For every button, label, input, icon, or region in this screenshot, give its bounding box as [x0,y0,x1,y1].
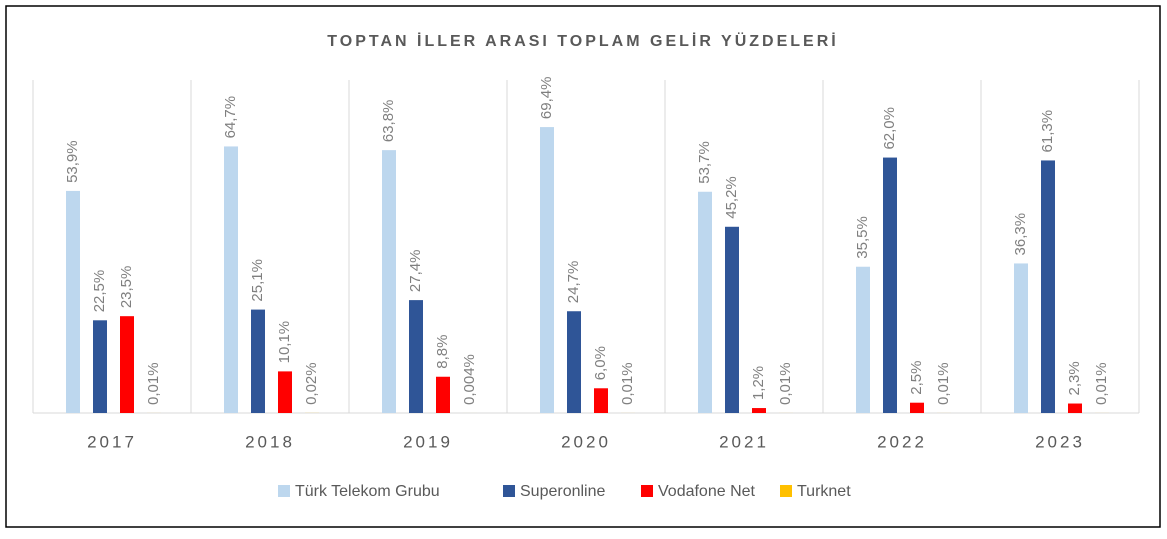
value-label: 0,01% [935,362,952,405]
bar [93,320,107,413]
value-label: 35,5% [854,216,871,259]
value-label: 0,01% [1093,362,1110,405]
value-label: 0,02% [303,362,320,405]
value-label: 0,01% [619,362,636,405]
x-tick-label: 2017 [87,432,137,451]
legend-swatch [278,485,290,497]
x-tick-label: 2019 [403,432,453,451]
value-label: 61,3% [1039,110,1056,153]
chart-title: TOPTAN İLLER ARASI TOPLAM GELİR YÜZDELER… [327,31,838,50]
bar [251,310,265,413]
bar [725,227,739,413]
bar [856,267,870,413]
value-label: 0,01% [145,362,162,405]
value-label: 6,0% [592,346,609,380]
value-label: 1,2% [750,366,767,400]
value-label: 63,8% [380,100,397,143]
bar [436,377,450,413]
bar [698,192,712,413]
bar [883,158,897,413]
bar [752,408,766,413]
value-label: 69,4% [538,77,555,120]
bar [382,150,396,413]
value-label: 22,5% [91,270,108,313]
value-label: 10,1% [276,321,293,364]
value-label: 53,7% [696,141,713,184]
value-label: 25,1% [249,259,266,302]
value-label: 24,7% [565,261,582,304]
bar [1014,263,1028,413]
bar [224,146,238,413]
value-label: 23,5% [118,266,135,309]
value-label: 27,4% [407,250,424,293]
bar [910,403,924,413]
value-label: 2,3% [1066,361,1083,395]
bar [120,316,134,413]
bar [594,388,608,413]
x-tick-label: 2018 [245,432,295,451]
value-label: 53,9% [64,140,81,183]
value-label: 0,01% [777,362,794,405]
value-label: 8,8% [434,335,451,369]
value-label: 36,3% [1012,213,1029,256]
x-tick-label: 2023 [1035,432,1085,451]
legend-swatch [780,485,792,497]
legend-swatch [641,485,653,497]
x-tick-label: 2021 [719,432,769,451]
bar [1041,160,1055,413]
x-tick-label: 2020 [561,432,611,451]
legend-label: Turknet [797,483,851,500]
value-label: 2,5% [908,360,925,394]
bar [540,127,554,413]
value-label: 0,004% [461,354,478,405]
legend-label: Türk Telekom Grubu [295,483,440,500]
value-label: 64,7% [222,96,239,139]
value-label: 45,2% [723,176,740,219]
legend-swatch [503,485,515,497]
x-tick-label: 2022 [877,432,927,451]
bar [66,191,80,413]
bar [278,371,292,413]
legend-label: Vodafone Net [658,483,756,500]
value-label: 62,0% [881,107,898,150]
bar [1068,404,1082,413]
bar [567,311,581,413]
legend-label: Superonline [520,483,606,500]
bar [409,300,423,413]
